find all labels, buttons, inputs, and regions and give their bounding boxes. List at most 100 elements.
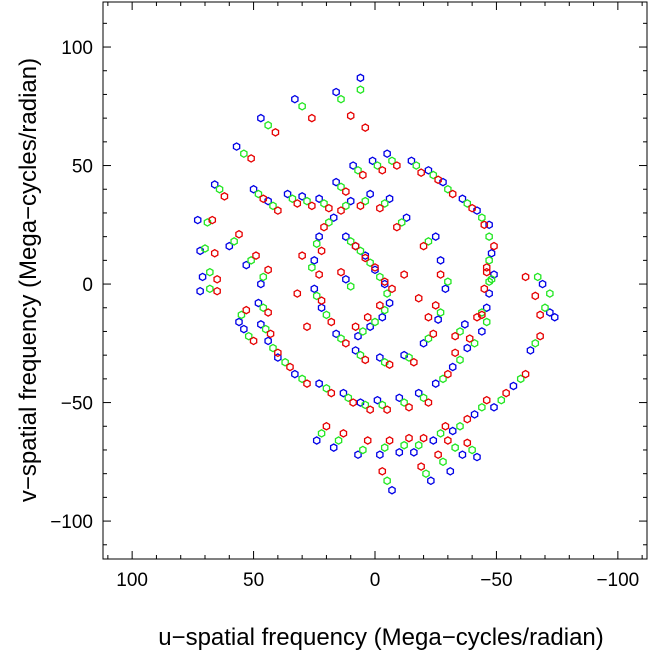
data-point <box>478 402 486 412</box>
data-point <box>431 232 440 242</box>
data-point <box>482 263 491 272</box>
data-point <box>473 452 481 462</box>
x-tick-label: 50 <box>243 570 264 591</box>
data-point <box>480 220 489 230</box>
y-tick-label: −100 <box>50 512 93 533</box>
data-point <box>249 184 258 194</box>
data-point <box>444 184 452 194</box>
data-point <box>257 113 265 123</box>
data-point <box>434 175 442 185</box>
data-point <box>366 189 374 199</box>
data-point <box>368 156 377 166</box>
data-point <box>317 429 326 438</box>
data-point <box>465 334 474 343</box>
data-point <box>473 312 481 322</box>
data-point <box>269 201 277 211</box>
data-point <box>371 317 379 327</box>
data-point <box>470 410 479 419</box>
data-point <box>210 180 219 189</box>
data-point <box>293 289 302 298</box>
series-0 <box>193 73 559 495</box>
data-point <box>407 156 416 166</box>
data-point <box>456 421 464 431</box>
data-point <box>380 443 389 452</box>
data-point <box>419 393 428 403</box>
data-point <box>201 244 209 253</box>
data-point <box>274 353 282 362</box>
data-point <box>531 338 540 348</box>
data-point <box>327 317 336 327</box>
series-2 <box>208 111 544 476</box>
data-point <box>388 156 396 166</box>
data-point <box>244 331 253 341</box>
data-point <box>444 436 452 445</box>
data-point <box>478 213 486 223</box>
data-point <box>478 308 486 317</box>
data-point <box>417 462 425 471</box>
data-point <box>298 192 306 201</box>
data-point <box>346 282 355 291</box>
data-point <box>478 310 486 320</box>
data-point <box>329 213 338 223</box>
data-point <box>322 310 331 320</box>
data-point <box>373 395 382 405</box>
data-point <box>378 466 387 476</box>
data-point <box>312 291 321 301</box>
data-point <box>380 199 389 208</box>
data-point <box>298 374 306 384</box>
data-point <box>213 286 221 296</box>
data-point <box>400 270 408 279</box>
data-point <box>337 267 345 277</box>
data-point <box>298 101 306 111</box>
data-point <box>419 433 428 443</box>
data-point <box>414 293 423 303</box>
data-point <box>410 447 418 457</box>
data-point <box>346 111 355 121</box>
data-point <box>451 348 459 358</box>
data-point <box>346 196 355 206</box>
data-point <box>412 161 421 170</box>
data-point <box>359 327 367 336</box>
data-point <box>444 369 452 379</box>
data-point <box>414 388 423 398</box>
data-point <box>308 113 316 123</box>
data-point <box>315 270 323 279</box>
x-tick-label: 0 <box>370 570 381 591</box>
plot-frame <box>102 1 648 560</box>
y-tick-label: 50 <box>72 157 93 178</box>
data-point <box>315 194 323 204</box>
data-point <box>310 255 319 265</box>
data-point <box>448 362 457 372</box>
data-point <box>193 215 202 225</box>
data-point <box>400 350 408 360</box>
data-point <box>485 277 493 287</box>
data-point <box>376 301 384 310</box>
data-point <box>342 274 350 284</box>
data-point <box>196 246 204 256</box>
data-point <box>538 279 547 289</box>
plot-area-border <box>102 1 648 560</box>
data-point <box>397 218 406 227</box>
data-point <box>380 357 389 367</box>
data-point <box>349 161 357 170</box>
x-tick-label: 100 <box>116 570 148 591</box>
data-point <box>269 343 277 353</box>
data-point <box>431 301 440 310</box>
data-point <box>210 248 219 258</box>
data-point <box>468 203 476 213</box>
data-point <box>346 237 355 246</box>
data-point <box>291 369 299 379</box>
data-point <box>509 381 518 391</box>
data-point <box>266 329 275 339</box>
data-point <box>388 284 396 294</box>
data-point <box>371 263 379 272</box>
data-point <box>286 362 294 372</box>
data-point <box>456 327 464 336</box>
data-point <box>317 296 326 306</box>
data-point <box>303 322 311 332</box>
data-point <box>361 196 370 206</box>
data-point <box>322 383 331 393</box>
data-point <box>490 270 498 279</box>
data-point <box>342 338 350 348</box>
data-point <box>361 253 370 263</box>
